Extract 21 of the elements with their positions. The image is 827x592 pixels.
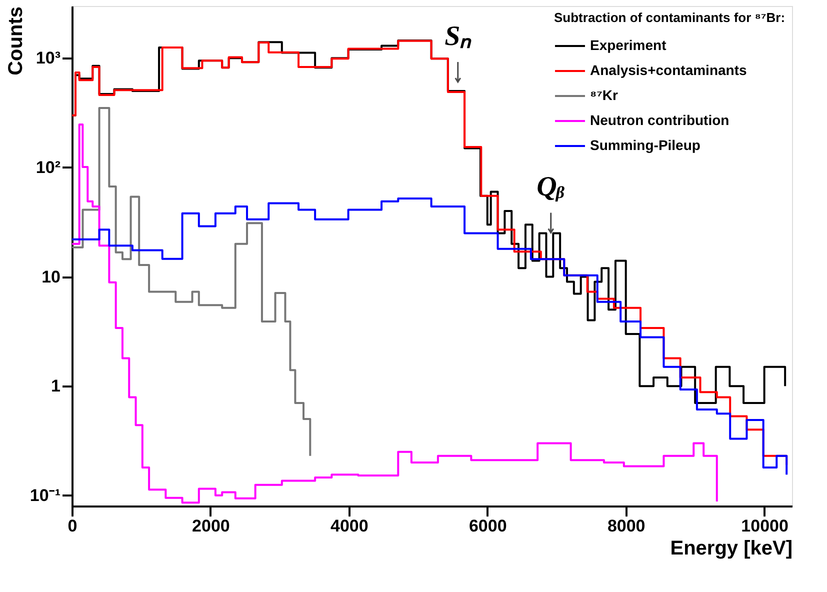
x-tick-label: 8000: [607, 516, 646, 536]
annotation: Qᵦ: [536, 172, 566, 203]
y-tick-label: 10²: [36, 158, 61, 177]
legend-title: Subtraction of contaminants for ⁸⁷Br:: [554, 10, 786, 25]
y-tick-label: 10³: [36, 48, 61, 68]
x-tick-label: 2000: [192, 516, 230, 536]
x-tick-label: 0: [68, 516, 78, 536]
y-axis-title: Counts: [4, 6, 27, 76]
x-tick-label: 4000: [330, 516, 368, 536]
legend-label: Summing-Pileup: [590, 137, 700, 153]
legend-label: Analysis+contaminants: [590, 62, 747, 78]
x-axis-title: Energy [keV]: [670, 538, 792, 560]
y-tick-label: 10⁻¹: [30, 486, 61, 505]
x-tick-label: 10000: [741, 516, 788, 536]
y-tick-label: 1: [51, 376, 60, 396]
legend-label: Neutron contribution: [590, 112, 730, 128]
annotation: Sₙ: [444, 21, 472, 52]
legend-label: Experiment: [590, 37, 667, 53]
legend-label: ⁸⁷Kr: [590, 87, 619, 103]
x-tick-label: 6000: [468, 516, 507, 536]
y-tick-label: 10: [42, 267, 60, 286]
